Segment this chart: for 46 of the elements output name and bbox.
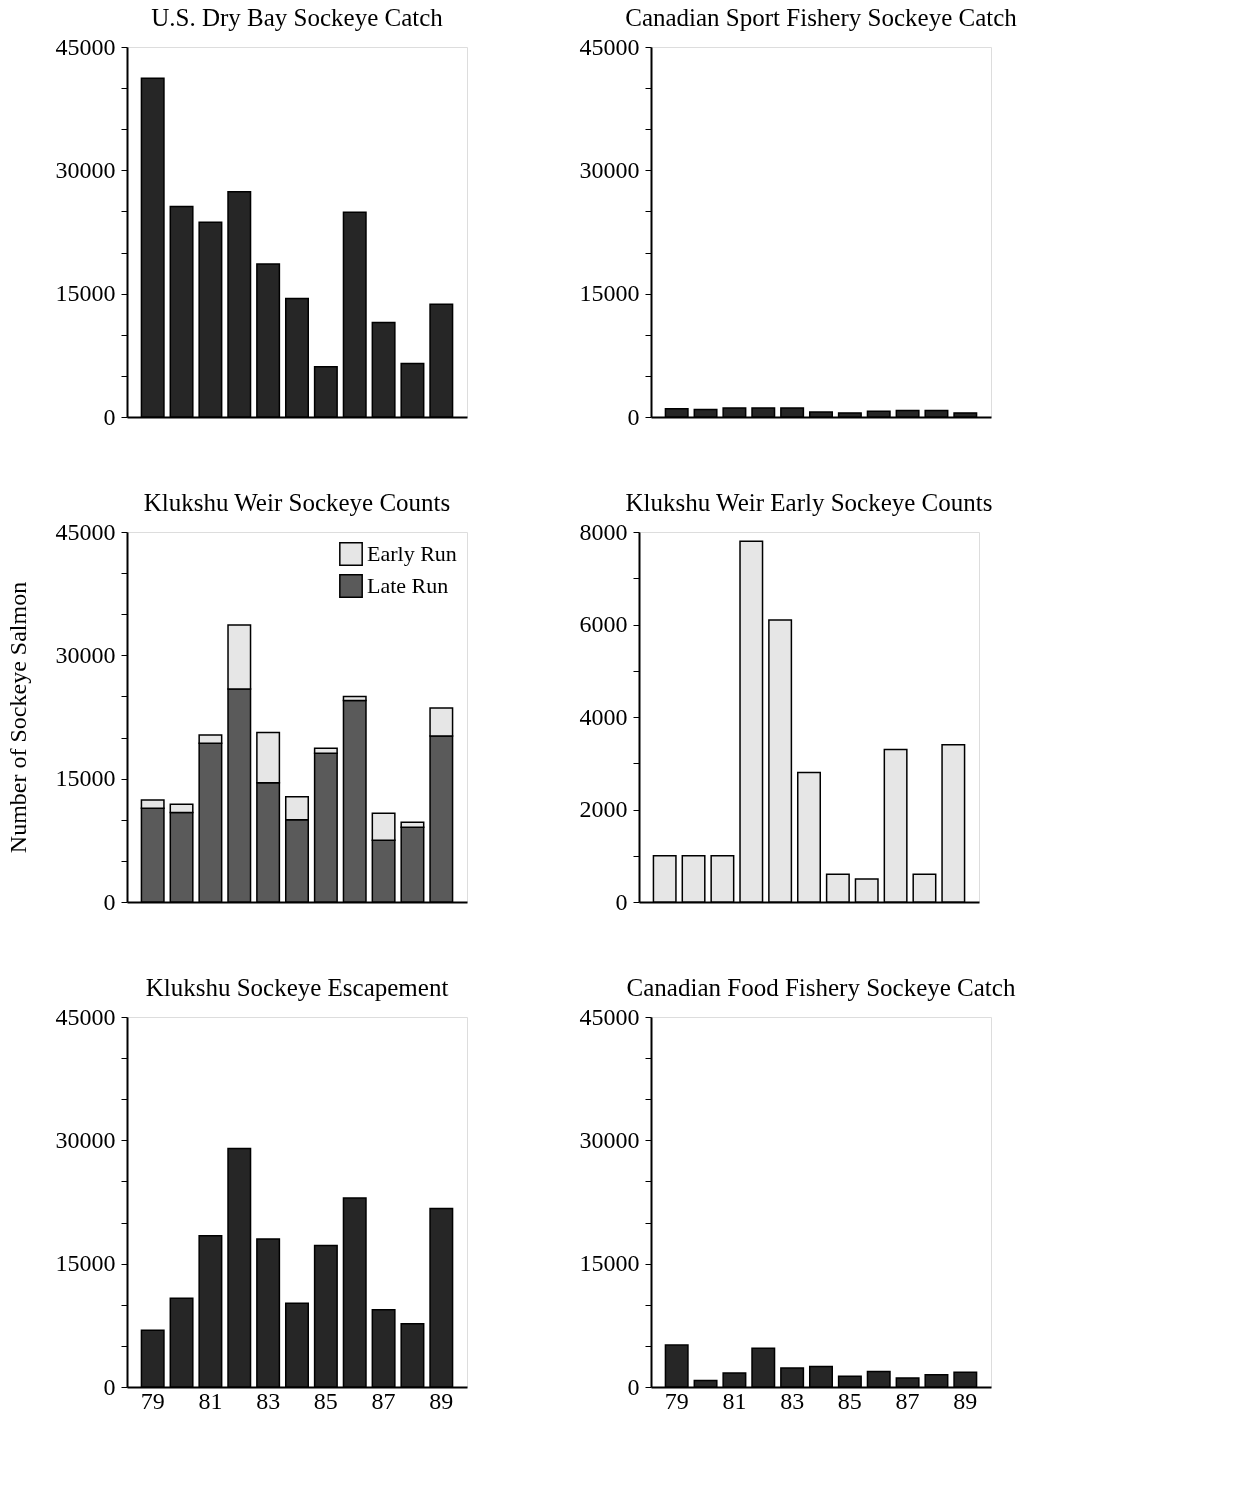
x-tick-label: 87 [371, 1387, 396, 1414]
x-tick-label: 83 [780, 1387, 805, 1414]
y-tick-label: 8000 [579, 518, 628, 545]
y-tick-label: 15000 [579, 280, 640, 307]
chart-title: Canadian Food Fishery Sockeye Catch [626, 974, 1016, 1001]
y-tick-label: 45000 [579, 33, 640, 60]
y-axis-title: Number of Sockeye Salmon [4, 581, 31, 854]
y-tick-label: 30000 [55, 641, 116, 668]
x-tick-label: 85 [837, 1387, 862, 1414]
chart-title: U.S. Dry Bay Sockeye Catch [151, 4, 444, 31]
y-tick-label: 0 [103, 888, 116, 915]
x-tick-label: 81 [722, 1387, 747, 1414]
y-tick-label: 30000 [55, 1126, 116, 1153]
y-tick-label: 15000 [55, 280, 116, 307]
y-tick-label: 0 [615, 888, 628, 915]
y-tick-label: 0 [103, 403, 116, 430]
x-tick-label: 89 [953, 1387, 978, 1414]
x-tick-label: 85 [313, 1387, 338, 1414]
y-tick-label: 15000 [55, 765, 116, 792]
chart-title: Canadian Sport Fishery Sockeye Catch [625, 4, 1018, 31]
y-tick-label: 4000 [579, 703, 628, 730]
y-tick-label: 30000 [579, 1126, 640, 1153]
y-tick-label: 45000 [55, 33, 116, 60]
y-tick-label: 45000 [579, 1003, 640, 1030]
x-tick-label: 79 [140, 1387, 165, 1414]
chart-title: Klukshu Sockeye Escapement [145, 974, 449, 1001]
y-tick-label: 45000 [55, 1003, 116, 1030]
y-tick-label: 0 [627, 1373, 640, 1400]
x-tick-label: 87 [895, 1387, 920, 1414]
y-tick-label: 15000 [55, 1250, 116, 1277]
x-tick-label: 89 [429, 1387, 454, 1414]
y-tick-label: 45000 [55, 518, 116, 545]
legend-label: Late Run [367, 573, 449, 598]
x-tick-label: 79 [664, 1387, 689, 1414]
chart-title: Klukshu Weir Sockeye Counts [143, 489, 451, 516]
y-tick-label: 30000 [579, 156, 640, 183]
x-tick-label: 83 [256, 1387, 281, 1414]
y-tick-label: 30000 [55, 156, 116, 183]
legend-label: Early Run [367, 541, 457, 566]
y-tick-label: 2000 [579, 796, 628, 822]
x-tick-label: 81 [198, 1387, 223, 1414]
chart-title: Klukshu Weir Early Sockeye Counts [625, 489, 993, 516]
y-tick-label: 6000 [579, 611, 628, 637]
y-tick-label: 15000 [579, 1250, 640, 1277]
y-tick-label: 0 [103, 1373, 116, 1400]
y-tick-label: 0 [627, 403, 640, 430]
